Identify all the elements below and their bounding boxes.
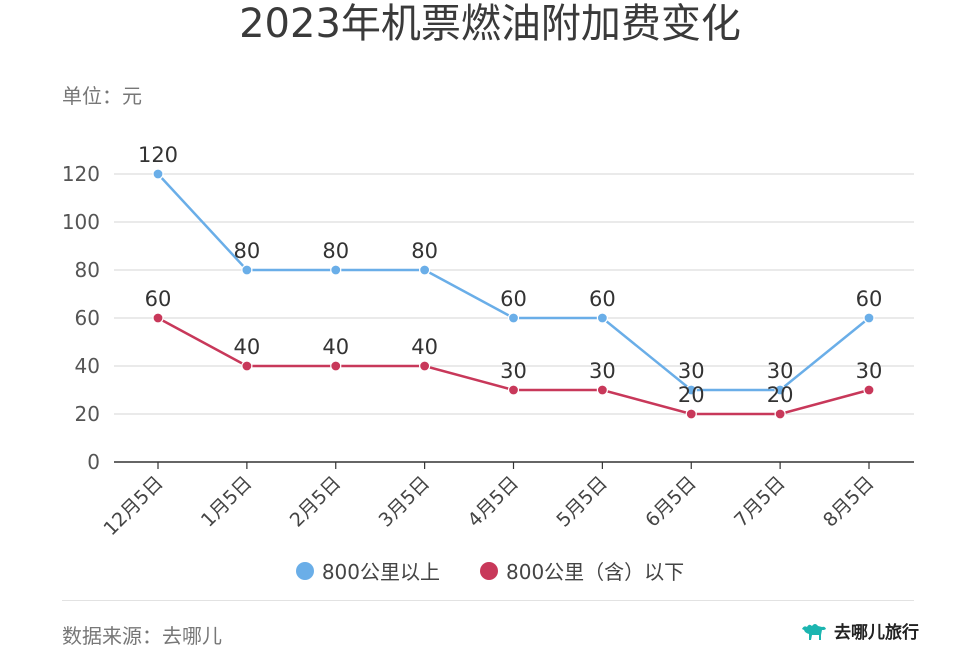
y-tick-label: 100 [62, 210, 100, 234]
data-point [774, 408, 786, 420]
legend-marker-long-haul [295, 561, 314, 580]
brand-logo: 去哪儿旅行 [800, 618, 919, 643]
data-label: 80 [234, 239, 261, 263]
data-point [419, 264, 431, 276]
data-point [596, 384, 608, 396]
legend-marker-short-haul [480, 561, 498, 580]
data-point [419, 360, 431, 372]
data-label: 30 [767, 359, 794, 383]
data-point [863, 384, 875, 396]
data-point [152, 312, 164, 324]
legend-label-short-haul: 800公里（含）以下 [506, 560, 685, 584]
x-tick-label: 6月5日 [641, 472, 701, 532]
data-label: 60 [145, 287, 172, 311]
data-point [774, 384, 786, 396]
y-tick-label: 0 [87, 450, 100, 474]
x-tick-label: 4月5日 [464, 472, 524, 532]
legend-item-short-haul[interactable]: 800公里（含）以下 [480, 556, 684, 585]
x-tick-label: 1月5日 [197, 472, 257, 532]
data-point [330, 264, 342, 276]
data-point [330, 360, 342, 372]
brand-name: 去哪儿旅行 [834, 623, 919, 643]
x-tick-label: 8月5日 [819, 472, 879, 532]
data-label: 40 [234, 335, 261, 359]
data-point [152, 168, 164, 180]
unit-label: 单位：元 [62, 84, 142, 108]
camel-icon [802, 623, 826, 640]
data-label: 120 [138, 143, 178, 167]
data-label: 80 [411, 239, 438, 263]
x-tick-label: 5月5日 [552, 472, 612, 532]
series-line [157, 173, 870, 392]
legend-label-long-haul: 800公里以上 [321, 560, 440, 584]
data-label: 20 [678, 383, 705, 407]
y-tick-label: 40 [75, 354, 100, 378]
x-tick-label: 7月5日 [730, 472, 790, 532]
data-point [241, 360, 253, 372]
data-point [863, 312, 875, 324]
x-tick-label: 3月5日 [375, 472, 435, 532]
data-point [241, 264, 253, 276]
data-label: 80 [322, 239, 349, 263]
x-tick-label: 2月5日 [286, 472, 346, 532]
data-point [507, 384, 520, 396]
footer-divider [62, 600, 914, 601]
data-label: 60 [500, 287, 527, 311]
data-point [685, 384, 697, 396]
data-label: 40 [411, 335, 438, 359]
data-label: 40 [322, 335, 349, 359]
data-label: 30 [856, 359, 883, 383]
x-tick-label: 12月5日 [99, 472, 167, 540]
y-tick-label: 80 [75, 258, 100, 282]
chart-title: 2023年机票燃油附加费变化 [239, 1, 741, 47]
y-tick-label: 120 [62, 162, 100, 186]
data-label: 60 [856, 287, 883, 311]
data-label: 30 [678, 359, 705, 383]
data-label: 30 [589, 359, 616, 383]
data-label: 30 [500, 359, 527, 383]
data-label: 20 [767, 383, 794, 407]
legend-item-long-haul[interactable]: 800公里以上 [295, 556, 440, 585]
data-label: 60 [589, 287, 616, 311]
y-tick-label: 20 [75, 402, 100, 426]
data-source: 数据来源：去哪儿 [62, 624, 222, 648]
data-point [685, 408, 697, 420]
legend: 800公里以上 800公里（含）以下 [0, 556, 980, 585]
y-tick-label: 60 [75, 306, 100, 330]
line-chart: 0 20 40 60 80 100 120 12月5日 1月5日 2月5日 3月5日 4月5日 5月5日… [62, 143, 914, 540]
data-point [507, 312, 520, 324]
data-point [596, 312, 608, 324]
